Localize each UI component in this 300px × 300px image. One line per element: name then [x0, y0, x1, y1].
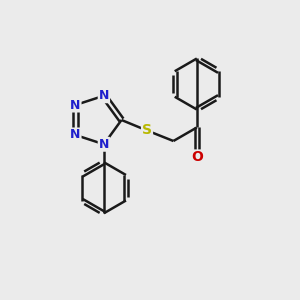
Text: N: N: [99, 89, 109, 102]
Text: N: N: [70, 128, 81, 142]
Text: S: S: [142, 124, 152, 137]
Text: N: N: [70, 98, 81, 112]
Text: O: O: [191, 151, 203, 164]
Text: N: N: [99, 138, 109, 151]
